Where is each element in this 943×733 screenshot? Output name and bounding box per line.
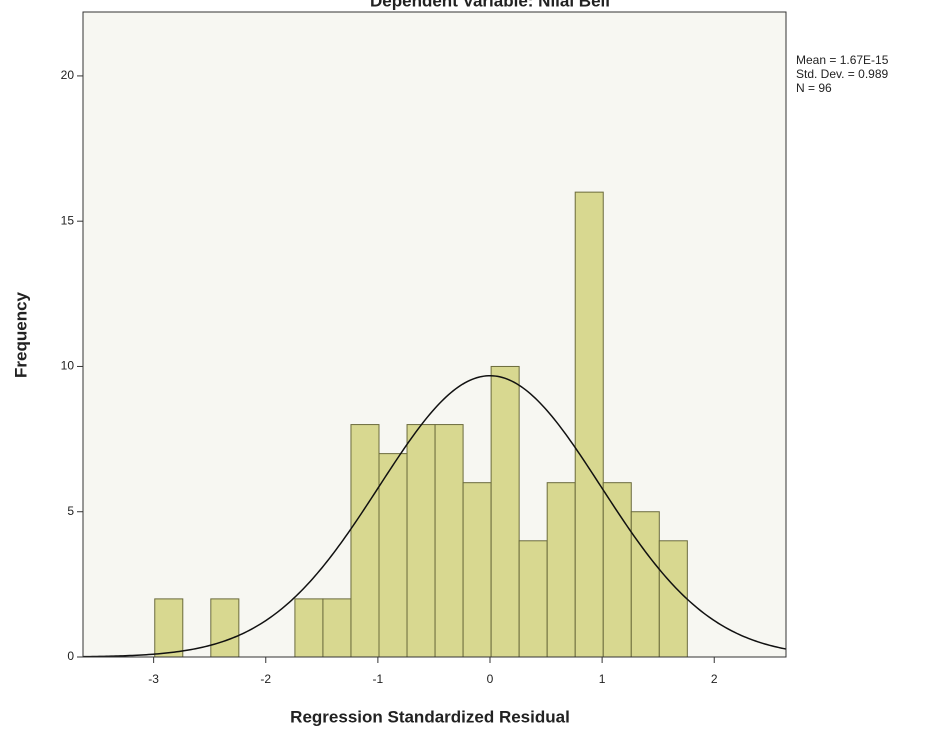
stat-label: N = 96 (796, 81, 832, 95)
bar (547, 483, 575, 657)
stat-label: Std. Dev. = 0.989 (796, 67, 888, 81)
bar (155, 599, 183, 657)
y-tick-label: 10 (61, 359, 75, 373)
x-tick-label: 1 (599, 672, 606, 686)
bar (407, 425, 435, 657)
bar (435, 425, 463, 657)
y-tick-label: 15 (61, 213, 75, 227)
bar (463, 483, 491, 657)
bar (603, 483, 631, 657)
x-tick-label: 2 (711, 672, 718, 686)
bar (211, 599, 239, 657)
bar (379, 454, 407, 657)
bar (519, 541, 547, 657)
stat-label: Mean = 1.67E-15 (796, 53, 889, 67)
y-tick-label: 0 (67, 649, 74, 663)
x-tick-label: -3 (148, 672, 159, 686)
y-axis-label: Frequency (11, 291, 30, 378)
x-tick-label: -2 (260, 672, 271, 686)
y-tick-label: 20 (61, 68, 75, 82)
bar (631, 512, 659, 657)
bar (491, 366, 519, 657)
chart-title: Dependent Variable: Nilai Beli (370, 0, 610, 10)
chart: Dependent Variable: Nilai Beli Regressio… (0, 0, 943, 733)
bar (323, 599, 351, 657)
bar (575, 192, 603, 657)
bar (659, 541, 687, 657)
page: {"chart_data": { "type": "histogram", "t… (0, 0, 943, 733)
x-axis-label: Regression Standardized Residual (290, 707, 570, 726)
bar (295, 599, 323, 657)
y-tick-label: 5 (67, 504, 74, 518)
x-tick-label: -1 (373, 672, 384, 686)
x-tick-label: 0 (487, 672, 494, 686)
bar (351, 425, 379, 657)
